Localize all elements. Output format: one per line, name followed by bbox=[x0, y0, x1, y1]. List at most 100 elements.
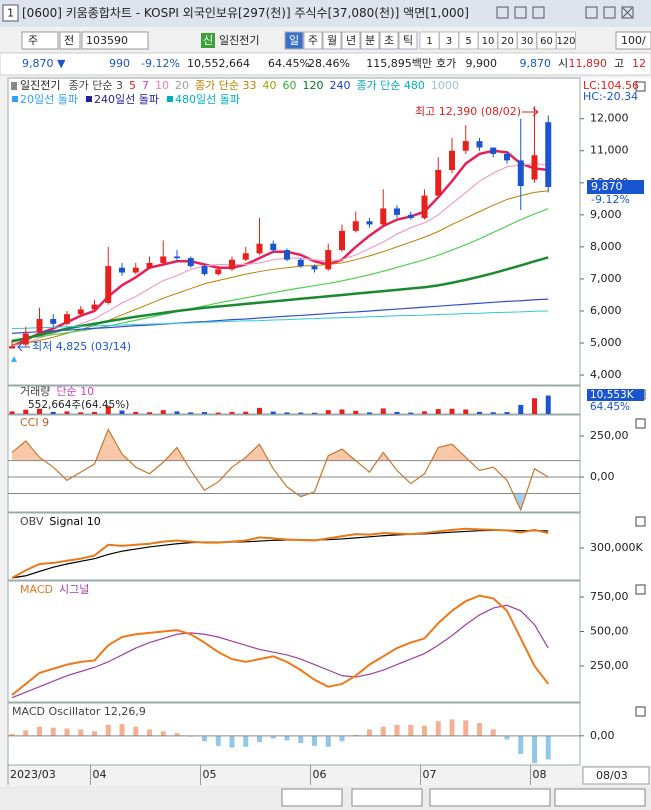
panel-icon[interactable] bbox=[635, 418, 646, 429]
osc-bar bbox=[202, 735, 207, 742]
close-icon[interactable] bbox=[622, 7, 633, 18]
interval-btn[interactable] bbox=[322, 31, 342, 50]
btn[interactable] bbox=[603, 6, 616, 19]
panel-icon[interactable] bbox=[635, 81, 646, 92]
osc-bar bbox=[78, 729, 84, 736]
osc-bar bbox=[408, 724, 414, 736]
candle-body bbox=[284, 250, 290, 260]
candle-body bbox=[380, 208, 387, 225]
panel-icon[interactable] bbox=[635, 706, 646, 717]
count-input[interactable] bbox=[615, 31, 651, 50]
btn[interactable] bbox=[532, 6, 545, 19]
panel-frame bbox=[7, 512, 581, 581]
interval-btn[interactable] bbox=[303, 31, 323, 50]
y-tick-label: 12,000 bbox=[590, 112, 629, 125]
legend-item: 10 bbox=[155, 79, 169, 92]
y-tick-label: 6,000 bbox=[590, 304, 622, 317]
volume-bar bbox=[270, 411, 276, 414]
plot-bg bbox=[8, 78, 580, 765]
volume-bar bbox=[229, 411, 235, 414]
candle-body bbox=[77, 309, 84, 315]
y-tick-label: 300,000K bbox=[590, 541, 643, 554]
panel-frame bbox=[7, 414, 581, 513]
candle-body bbox=[36, 318, 43, 332]
view-buttons[interactable] bbox=[554, 788, 646, 807]
volume-bar bbox=[545, 395, 551, 414]
candle-body bbox=[462, 141, 469, 151]
current-price: 9,870 bbox=[591, 180, 623, 193]
interval: 주 bbox=[308, 34, 318, 47]
interval: 분 bbox=[365, 34, 375, 47]
zoom-slider[interactable] bbox=[351, 788, 423, 807]
btn[interactable] bbox=[621, 6, 634, 19]
y-tick-label: 250,00 bbox=[590, 659, 629, 672]
osc-bar bbox=[257, 735, 262, 743]
candle-body bbox=[339, 230, 345, 251]
period-box[interactable] bbox=[21, 31, 59, 50]
volume-bar bbox=[50, 411, 56, 414]
osc-bar bbox=[64, 728, 70, 736]
legend-item: 240 bbox=[329, 79, 350, 92]
interval-btn[interactable] bbox=[398, 31, 418, 50]
ask-label: 호가 bbox=[436, 57, 456, 70]
signal-icon bbox=[12, 96, 18, 102]
prev-box[interactable] bbox=[59, 31, 81, 50]
legend-item: 20 bbox=[175, 79, 189, 92]
annotation-low: 최저 4,825 (03/14) bbox=[32, 340, 131, 353]
signal-label: 20일선 돌파 bbox=[20, 92, 78, 106]
osc-bar bbox=[147, 729, 152, 736]
count: 60 bbox=[540, 36, 553, 47]
y-tick-label: 750,00 bbox=[590, 590, 629, 603]
line bbox=[11, 256, 549, 343]
line bbox=[11, 428, 549, 512]
x-tick-label: 08 bbox=[533, 768, 547, 781]
legend-item: 종가 단순 480 bbox=[356, 79, 424, 92]
high: 12 bbox=[632, 57, 646, 70]
candle-body bbox=[435, 169, 442, 196]
candle-body bbox=[407, 214, 414, 219]
interval: 년 bbox=[346, 34, 356, 47]
panel-icon[interactable] bbox=[635, 584, 646, 595]
volume-bar bbox=[284, 412, 290, 414]
scroll-controls[interactable] bbox=[281, 788, 646, 807]
low-marker bbox=[11, 356, 17, 362]
candle-body bbox=[490, 147, 497, 154]
legend-item: CCI 9 bbox=[20, 416, 49, 429]
volume-bar bbox=[353, 410, 359, 414]
osc-bar bbox=[312, 735, 317, 746]
interval-btn[interactable] bbox=[360, 31, 380, 50]
candle-body bbox=[105, 266, 112, 303]
count-btn[interactable] bbox=[556, 31, 576, 50]
window-buttons[interactable] bbox=[496, 6, 634, 19]
candle-body bbox=[242, 253, 249, 260]
code-input[interactable] bbox=[81, 31, 149, 50]
btn[interactable] bbox=[496, 6, 509, 19]
candle-body bbox=[146, 262, 153, 268]
x-tick-label: 04 bbox=[93, 768, 107, 781]
volume-current: 10,553K bbox=[590, 389, 635, 401]
interval-btn[interactable] bbox=[379, 31, 399, 50]
volume-bar bbox=[257, 407, 262, 414]
panel-icon[interactable] bbox=[635, 516, 646, 527]
osc-bar bbox=[23, 730, 29, 736]
volume-bar bbox=[78, 412, 84, 414]
nav-buttons[interactable] bbox=[281, 788, 343, 807]
candle-body bbox=[119, 267, 125, 273]
y-tick-label: 8,000 bbox=[590, 240, 622, 253]
osc-bar bbox=[37, 726, 42, 736]
btn[interactable] bbox=[514, 6, 527, 19]
btn[interactable] bbox=[585, 6, 598, 19]
tool-buttons[interactable] bbox=[429, 788, 551, 807]
legend-item: 시그널 bbox=[59, 583, 89, 596]
osc-bar bbox=[367, 729, 372, 736]
interval-btn[interactable] bbox=[341, 31, 361, 50]
open: 11,890 bbox=[569, 57, 608, 70]
code: 103590 bbox=[86, 34, 128, 47]
count: 20 bbox=[501, 36, 514, 47]
volume-bar bbox=[188, 412, 194, 414]
candle-body bbox=[366, 221, 373, 225]
volume-bar bbox=[325, 410, 331, 414]
osc-bar bbox=[532, 735, 537, 764]
interval-btn[interactable] bbox=[284, 31, 304, 50]
badge-box bbox=[201, 33, 215, 48]
